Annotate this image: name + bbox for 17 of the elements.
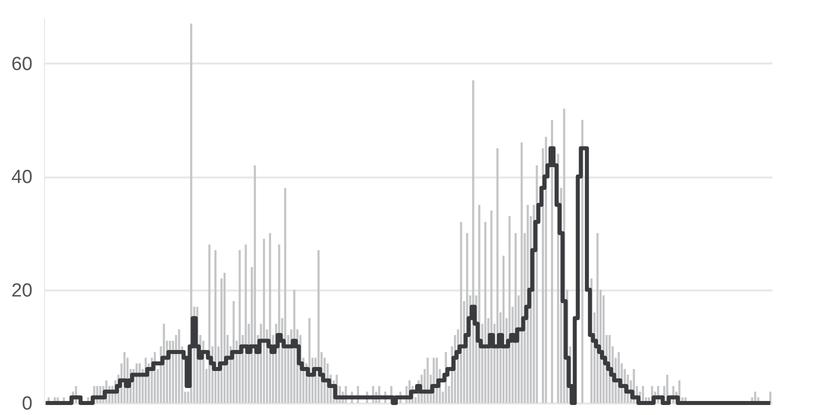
y-tick-label: 20	[11, 280, 32, 302]
bar	[460, 222, 462, 403]
bar	[238, 250, 241, 403]
bar	[478, 204, 480, 403]
bar	[496, 148, 499, 403]
bar	[254, 165, 256, 403]
bar	[284, 188, 286, 403]
y-tick-label: 60	[11, 54, 32, 75]
bar	[293, 290, 296, 403]
bar	[484, 222, 486, 403]
bar	[244, 244, 247, 403]
bar	[262, 238, 266, 403]
y-tick-label: 40	[11, 167, 32, 188]
bar	[520, 142, 523, 403]
bar	[214, 250, 217, 403]
y-tick-label: 0	[22, 394, 32, 414]
bar	[472, 80, 474, 403]
